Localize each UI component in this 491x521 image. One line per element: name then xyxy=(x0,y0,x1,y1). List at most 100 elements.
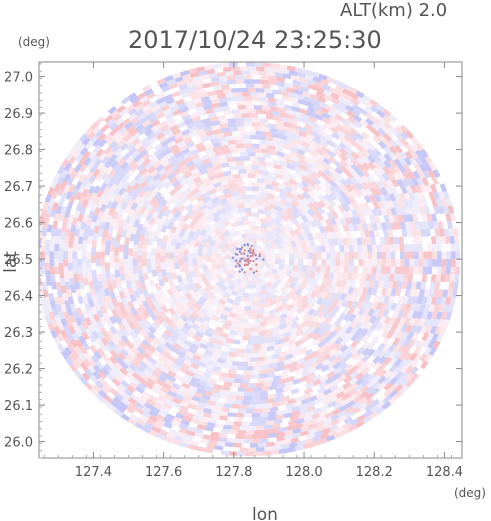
radar-cell xyxy=(201,292,210,300)
radar-cell xyxy=(233,282,241,288)
radar-cell xyxy=(392,280,399,289)
radar-speckle xyxy=(240,246,244,249)
radar-cell xyxy=(228,143,237,150)
radar-cell xyxy=(243,250,248,256)
radar-cell xyxy=(148,207,157,216)
radar-cell xyxy=(317,193,327,202)
radar-cell xyxy=(60,285,67,294)
radar-cell xyxy=(169,176,178,184)
radar-cell xyxy=(419,184,428,193)
radar-cell xyxy=(380,266,387,274)
radar-cell xyxy=(430,213,438,222)
radar-cell xyxy=(371,122,381,131)
radar-cell xyxy=(239,404,248,409)
radar-cell xyxy=(271,380,280,386)
radar-cell xyxy=(130,393,140,402)
radar-cell xyxy=(397,171,406,181)
radar-cell xyxy=(149,340,159,349)
radar-cell xyxy=(217,243,225,250)
radar-cell xyxy=(227,438,236,443)
radar-cell xyxy=(316,159,326,167)
radar-cell xyxy=(268,149,278,156)
radar-cell xyxy=(220,332,229,339)
radar-cell xyxy=(390,251,396,260)
radar-speckle xyxy=(251,250,255,254)
radar-cell xyxy=(260,438,269,443)
radar-cell xyxy=(206,214,215,222)
radar-cell xyxy=(319,140,329,148)
radar-cell xyxy=(372,135,382,144)
radar-cell xyxy=(100,123,110,133)
radar-cell xyxy=(360,328,369,337)
radar-cell xyxy=(405,185,413,194)
radar-cell xyxy=(283,99,293,106)
radar-cell xyxy=(289,96,299,103)
radar-cell xyxy=(40,235,47,244)
radar-cell xyxy=(132,120,142,129)
radar-cell xyxy=(232,212,241,219)
radar-cell xyxy=(48,216,55,226)
radar-cell xyxy=(406,228,413,237)
radar-cell xyxy=(120,161,129,170)
radar-cell xyxy=(191,187,200,195)
radar-speckle xyxy=(240,252,243,255)
radar-cell xyxy=(89,374,99,384)
radar-cell xyxy=(84,368,94,378)
radar-cell xyxy=(250,261,255,267)
radar-cell xyxy=(265,230,273,237)
radar-cell xyxy=(66,177,75,186)
radar-cell xyxy=(359,280,366,289)
radar-cell xyxy=(294,395,304,403)
radar-cell xyxy=(242,357,250,362)
radar-cell xyxy=(251,143,260,149)
radar-cell xyxy=(160,104,170,112)
radar-cell xyxy=(395,288,402,297)
radar-cell xyxy=(261,316,270,322)
radar-cell xyxy=(292,133,302,140)
radar-cell xyxy=(298,164,308,172)
radar-cell xyxy=(280,138,290,145)
radar-cell xyxy=(270,223,279,230)
radar-cell xyxy=(67,255,73,263)
radar-cell xyxy=(434,325,443,335)
radar-cell xyxy=(253,408,263,414)
radar-cell xyxy=(100,295,108,304)
radar-cell xyxy=(95,218,102,227)
radar-cell xyxy=(366,334,375,344)
radar-cell xyxy=(355,372,365,381)
radar-cell xyxy=(399,385,409,394)
radar-cell xyxy=(361,287,369,296)
radar-cell xyxy=(264,215,273,222)
radar-cell xyxy=(105,319,114,329)
radar-cell xyxy=(327,81,337,89)
radar-cell xyxy=(107,284,114,293)
radar-cell xyxy=(218,376,227,382)
radar-cell xyxy=(242,275,248,281)
radar-cell xyxy=(333,355,343,364)
radar-cell xyxy=(185,274,193,282)
radar-cell xyxy=(389,126,398,135)
radar-cell xyxy=(69,206,77,215)
radar-cell xyxy=(72,259,78,267)
radar-cell xyxy=(321,278,328,287)
radar-cell xyxy=(231,109,240,115)
radar-cell xyxy=(202,196,211,204)
radar-cell xyxy=(276,361,285,368)
radar-cell xyxy=(322,388,333,396)
radar-cell xyxy=(86,243,92,252)
radar-cell xyxy=(156,195,165,204)
radar-cell xyxy=(222,328,231,335)
radar-cell xyxy=(60,350,69,360)
radar-cell xyxy=(233,317,242,323)
radar-cell xyxy=(223,170,232,177)
radar-cell xyxy=(235,96,244,101)
radar-cell xyxy=(267,393,277,400)
radar-cell xyxy=(311,98,321,106)
radar-cell xyxy=(371,222,378,231)
radar-cell xyxy=(447,205,455,214)
radar-cell xyxy=(228,369,237,375)
radar-cell xyxy=(305,101,315,108)
radar-cell xyxy=(328,198,337,208)
radar-cell xyxy=(305,220,313,229)
radar-cell xyxy=(345,325,354,335)
